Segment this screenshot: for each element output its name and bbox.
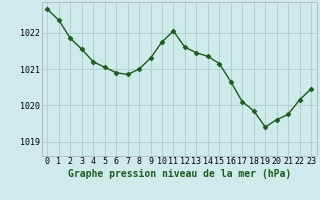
X-axis label: Graphe pression niveau de la mer (hPa): Graphe pression niveau de la mer (hPa) xyxy=(68,169,291,179)
